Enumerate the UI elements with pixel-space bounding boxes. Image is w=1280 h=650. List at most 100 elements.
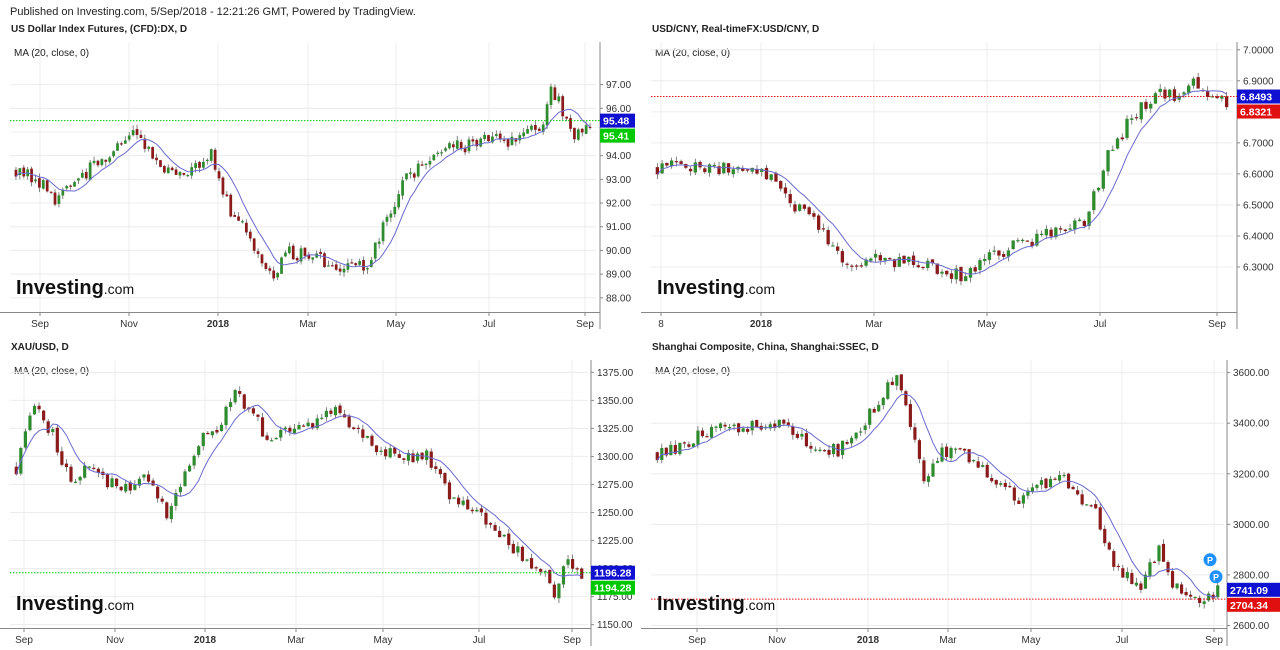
candle — [1077, 217, 1082, 222]
chart-canvas[interactable]: 97.0096.0095.0094.0093.0092.0091.0090.00… — [0, 24, 635, 334]
candle — [451, 141, 455, 152]
candle-body — [1011, 240, 1015, 250]
candle — [507, 529, 511, 550]
candle-body — [116, 143, 119, 151]
candle-body — [588, 126, 592, 129]
candle — [352, 426, 356, 430]
candle-body — [30, 168, 33, 183]
price-badge: 6.8321 — [1237, 104, 1280, 119]
candle — [77, 177, 80, 185]
candle-body — [1082, 220, 1086, 226]
candle-body — [311, 423, 315, 429]
chart-canvas[interactable]: 7.00006.90006.80006.70006.60006.50006.40… — [641, 24, 1280, 334]
candle — [791, 423, 795, 440]
candle — [800, 429, 804, 440]
candle-body — [323, 253, 326, 267]
candle — [37, 402, 41, 413]
candle — [669, 157, 674, 169]
candle-body — [183, 471, 187, 487]
candle — [809, 441, 813, 454]
candle-body — [213, 149, 217, 170]
candle — [186, 174, 190, 178]
candle-body — [576, 129, 580, 140]
chart-canvas[interactable]: 3600.00 3400.00 3200.00 3000.00 2800.00 2600.… — [641, 342, 1280, 650]
candle — [795, 431, 799, 440]
candle-body — [1166, 562, 1170, 573]
candle — [112, 150, 115, 158]
candle-body — [491, 136, 494, 143]
candle-body — [80, 172, 84, 178]
candle-body — [69, 466, 73, 482]
candle — [265, 432, 269, 442]
candle — [299, 245, 303, 265]
candle — [1062, 472, 1066, 478]
candle — [850, 435, 854, 447]
candle — [520, 545, 525, 563]
candle-body — [1220, 95, 1224, 99]
candle — [245, 219, 248, 236]
candle-body — [412, 173, 416, 178]
candle-body — [687, 444, 691, 447]
candle — [922, 457, 926, 484]
candle-body — [997, 250, 1001, 256]
candle — [471, 136, 475, 147]
candle — [518, 132, 522, 144]
candle — [714, 425, 718, 432]
candle-body — [782, 419, 786, 424]
candle-body — [1030, 487, 1035, 492]
candle — [401, 176, 404, 200]
candle-body — [845, 263, 849, 265]
candle-body — [1120, 137, 1124, 140]
candle-body — [897, 257, 901, 267]
candle — [1092, 189, 1096, 215]
candle — [678, 442, 682, 456]
y-tick-label: 88.00 — [606, 293, 631, 304]
candle — [224, 405, 228, 430]
candle-body — [732, 424, 736, 427]
candle — [700, 427, 705, 438]
candle-body — [1092, 191, 1096, 211]
candle — [976, 456, 980, 469]
candle-body — [264, 263, 268, 269]
candle — [1011, 240, 1015, 251]
candle-body — [1017, 500, 1021, 505]
candle — [827, 445, 831, 458]
candle — [463, 144, 467, 156]
candle-body — [256, 251, 260, 254]
candle — [580, 127, 584, 137]
candle — [49, 191, 53, 195]
candle-body — [1143, 574, 1148, 589]
candle — [940, 443, 944, 463]
candle-body — [198, 162, 201, 168]
y-tick-label: 96.00 — [606, 104, 631, 115]
candle — [374, 445, 379, 456]
candle — [428, 156, 432, 168]
candle-body — [727, 427, 732, 429]
candle — [958, 447, 962, 451]
candle-body — [147, 146, 151, 149]
candle — [709, 424, 714, 439]
candle — [420, 160, 424, 166]
candle-body — [1175, 583, 1179, 589]
candle-body — [1073, 220, 1077, 230]
candle — [137, 476, 141, 489]
candle-body — [888, 258, 892, 260]
chart-canvas[interactable]: 1375.00 1350.00 1325.00 1300.00 1275.00 1250.… — [0, 342, 635, 650]
candle-body — [864, 259, 868, 266]
candle-body — [162, 166, 166, 173]
candle-body — [831, 444, 836, 455]
candle — [798, 203, 802, 212]
candle — [448, 141, 451, 150]
candle-body — [311, 257, 315, 260]
candle-body — [1189, 594, 1193, 597]
candle — [983, 254, 987, 266]
ma-line — [657, 89, 1227, 275]
candle-body — [1096, 187, 1101, 191]
candle-body — [750, 421, 754, 431]
candle-body — [916, 265, 920, 268]
x-tick-label: Sep — [576, 319, 594, 330]
candle-body — [722, 162, 726, 174]
candle — [292, 423, 297, 435]
candle — [931, 459, 935, 477]
candle — [1087, 210, 1091, 230]
